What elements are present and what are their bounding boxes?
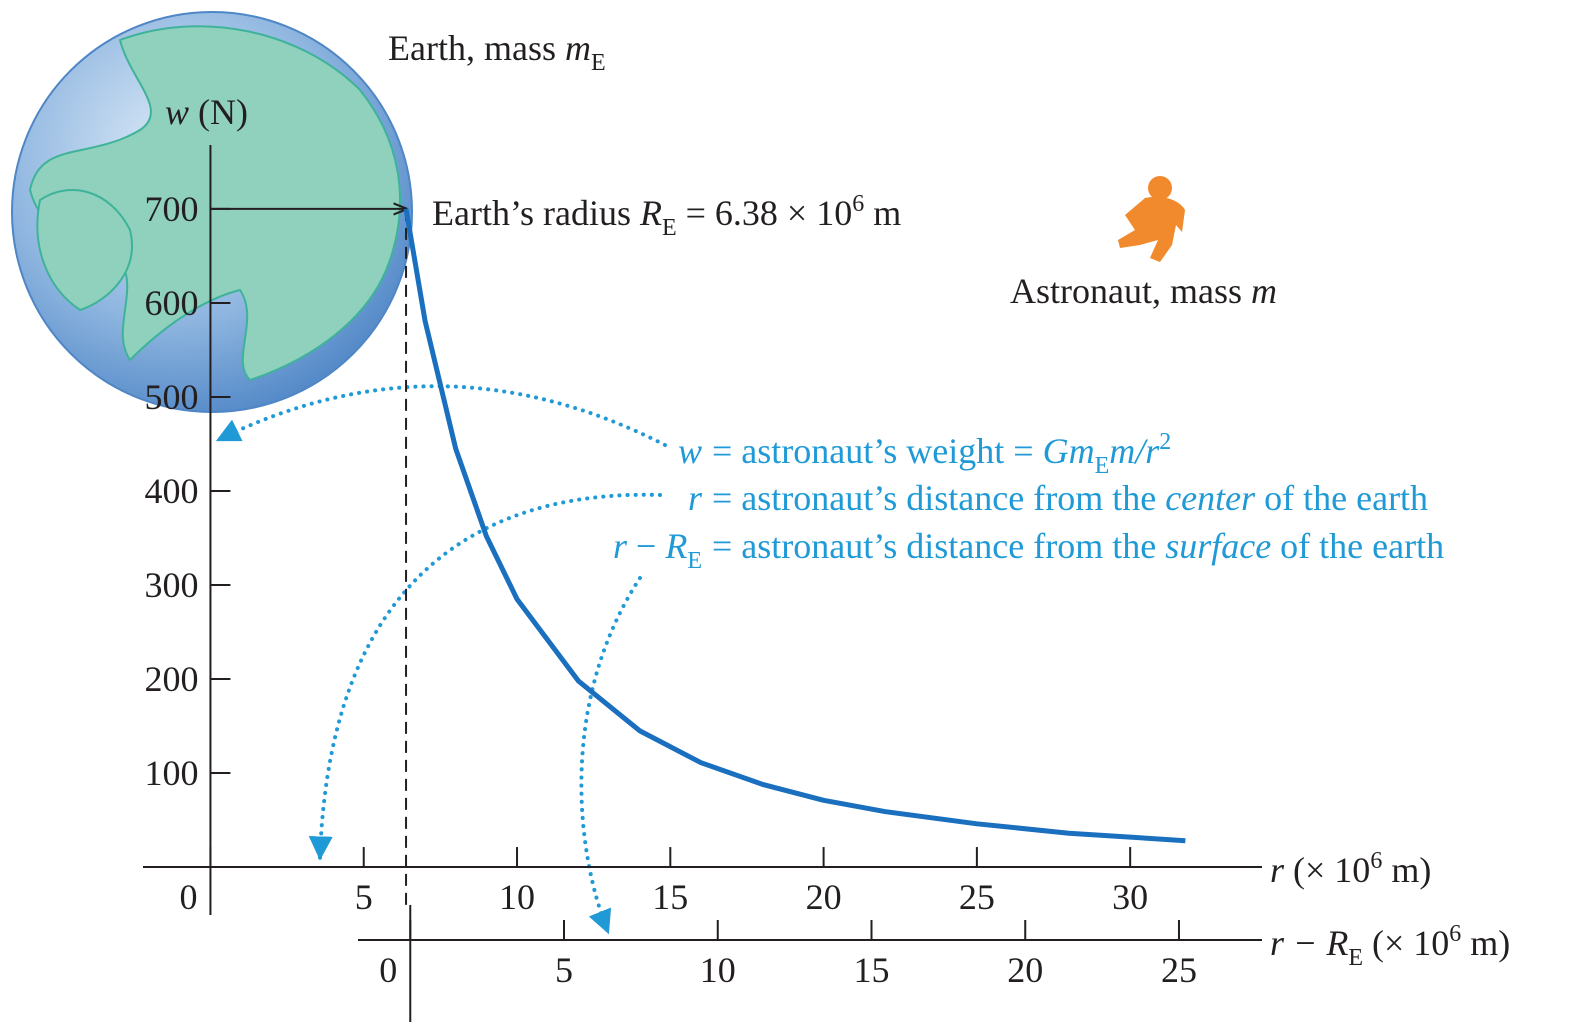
astronaut-label: Astronaut, mass m — [1010, 271, 1277, 311]
y-tick-label: 100 — [144, 753, 198, 793]
text: Earth’s radius — [432, 193, 640, 233]
x-tick-label: 20 — [806, 877, 842, 917]
y-tick-label: 500 — [144, 377, 198, 417]
text: r − — [1270, 923, 1326, 963]
x2-tick-label: 10 — [700, 950, 736, 990]
astronaut — [1118, 176, 1185, 262]
earth-label: Earth, mass mE — [388, 28, 606, 76]
text: m — [565, 28, 591, 68]
definition-symbol: w — [678, 431, 702, 471]
x2-axis-label: r − RE (× 106 m) — [1270, 921, 1510, 971]
text: = astronaut’s distance from the — [712, 526, 1165, 566]
x-tick-label: 10 — [499, 877, 535, 917]
text: m — [1251, 271, 1277, 311]
definition: = astronaut’s weight = GmEm/r2 — [712, 429, 1171, 479]
text: R — [664, 526, 687, 566]
y-tick-label: 600 — [144, 283, 198, 323]
text: E — [1348, 945, 1363, 971]
text: w — [165, 92, 189, 132]
text: Astronaut, mass — [1010, 271, 1251, 311]
text: m — [1069, 431, 1095, 471]
text: r — [613, 526, 628, 566]
text: (× 10 — [1363, 923, 1449, 963]
x2-tick-label: 20 — [1007, 950, 1043, 990]
x2-tick-label: 0 — [379, 950, 397, 990]
text: R — [1325, 923, 1348, 963]
y-tick-label: 400 — [144, 471, 198, 511]
x-tick-label: 0 — [179, 877, 197, 917]
text: 6 — [852, 191, 864, 217]
text: m) — [1382, 850, 1431, 890]
x2-tick-label: 25 — [1161, 950, 1197, 990]
text: E — [687, 548, 702, 574]
text: = 6.38 × 10 — [677, 193, 853, 233]
chart: Earth, mass mE w (N) Earth’s radius RE =… — [0, 0, 1570, 1022]
definition-symbol: r — [688, 478, 703, 518]
x-tick-label: 15 — [652, 877, 688, 917]
arrow — [581, 578, 640, 932]
text: m) — [1461, 923, 1510, 963]
text: 6 — [1449, 921, 1461, 947]
text: r — [1145, 431, 1160, 471]
definition: = astronaut’s distance from the center o… — [712, 478, 1428, 518]
text: G — [1043, 431, 1069, 471]
text: (N) — [189, 92, 248, 132]
text: E — [1095, 453, 1110, 479]
x-axis-label: r (× 106 m) — [1270, 848, 1431, 890]
radius-label: Earth’s radius RE = 6.38 × 106 m — [432, 191, 901, 241]
y-axis-label: w (N) — [165, 92, 248, 132]
y-tick-label: 700 — [144, 189, 198, 229]
text: (× 10 — [1284, 850, 1370, 890]
text: 6 — [1370, 848, 1382, 874]
y-tick-label: 300 — [144, 565, 198, 605]
text: E — [591, 50, 606, 76]
text: = astronaut’s distance from the — [712, 478, 1165, 518]
globe — [12, 12, 412, 412]
x2-tick-label: 15 — [853, 950, 889, 990]
text: 2 — [1159, 429, 1171, 455]
text: E — [662, 215, 677, 241]
definition: = astronaut’s distance from the surface … — [712, 526, 1444, 566]
text: of the earth — [1271, 526, 1444, 566]
x-tick-label: 5 — [355, 877, 373, 917]
x2-tick-label: 5 — [555, 950, 573, 990]
text: − — [627, 526, 665, 566]
definition-symbol: r − RE — [613, 526, 702, 574]
text: m/ — [1109, 431, 1148, 471]
text: surface — [1165, 526, 1271, 566]
text: m — [864, 193, 901, 233]
x-tick-label: 25 — [959, 877, 995, 917]
y-tick-label: 200 — [144, 659, 198, 699]
text: center — [1165, 478, 1256, 518]
text: Earth, mass — [388, 28, 565, 68]
x-tick-label: 30 — [1112, 877, 1148, 917]
text: of the earth — [1255, 478, 1428, 518]
text: R — [639, 193, 662, 233]
text: r — [1270, 850, 1285, 890]
text: = astronaut’s weight = — [712, 431, 1043, 471]
